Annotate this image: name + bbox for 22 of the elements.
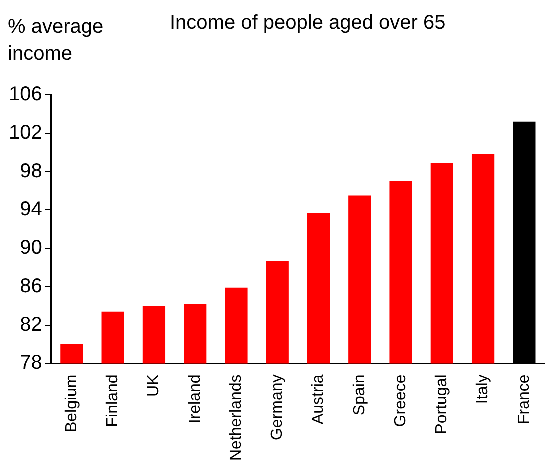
y-tick-label: 94: [20, 198, 42, 221]
y-tick-label: 86: [20, 275, 42, 298]
y-tick-label: 82: [20, 314, 42, 336]
x-tick-label: Spain: [351, 374, 368, 416]
x-tick-label: Greece: [392, 374, 410, 428]
y-tick-label: 102: [8, 122, 42, 144]
x-tick-label: Italy: [474, 374, 492, 404]
y-tick-label: 106: [8, 84, 42, 106]
x-tick-label: Ireland: [186, 374, 204, 424]
y-tick-label: 78: [20, 352, 42, 374]
x-tick-label: Belgium: [63, 374, 80, 433]
x-tick-label: Austria: [310, 374, 328, 425]
y-axis-title: % average income: [8, 15, 105, 67]
x-tick-label: Netherlands: [228, 374, 245, 462]
chart-title: Income of people aged over 65: [170, 12, 446, 35]
x-tick-label: UK: [146, 374, 163, 397]
y-tick-label: 98: [20, 160, 42, 182]
x-tick-label: Portugal: [434, 374, 451, 434]
y-tick-label: 90: [20, 237, 42, 260]
x-tick-label: France: [516, 374, 533, 425]
x-tick-label: Finland: [104, 374, 122, 428]
x-tick-label: Germany: [269, 374, 286, 441]
